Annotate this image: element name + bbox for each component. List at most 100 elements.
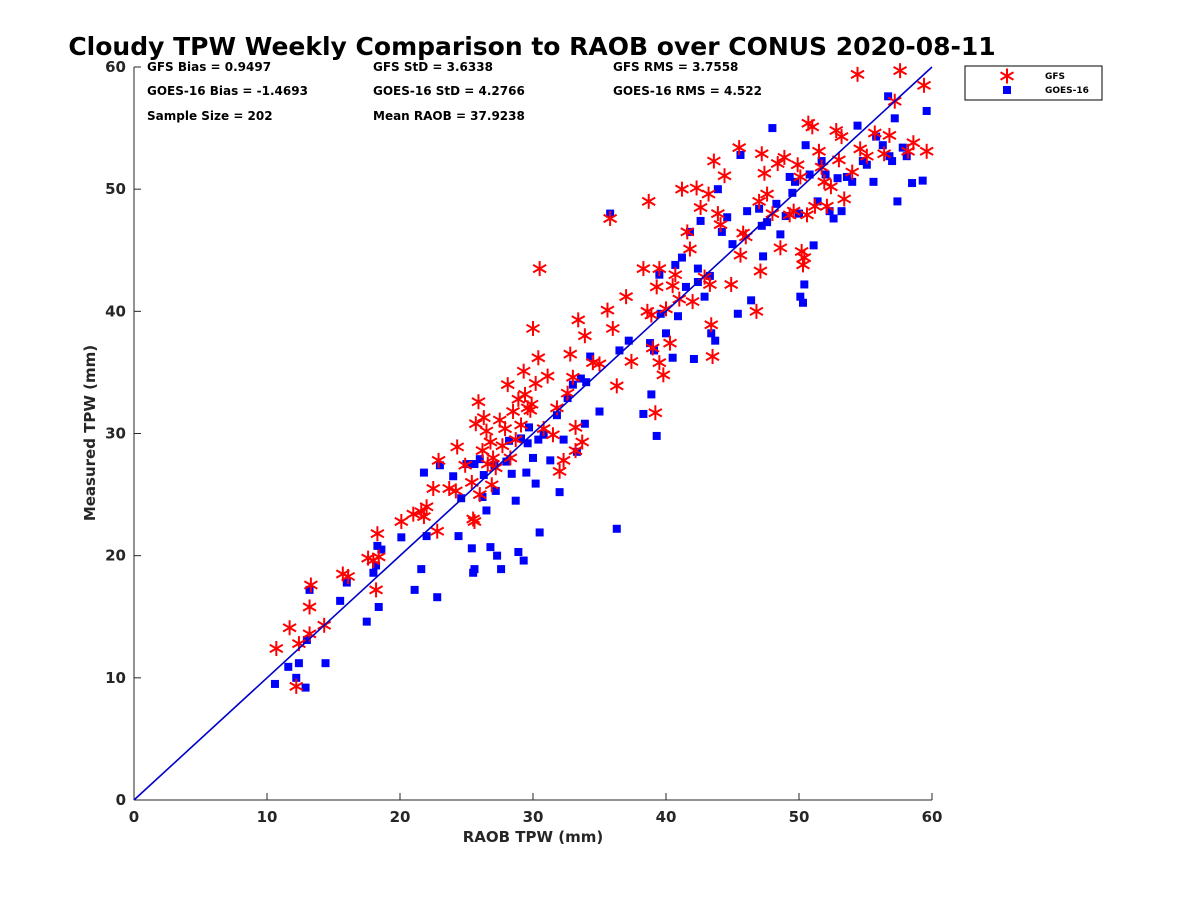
goes16-point (809, 241, 818, 250)
gfs-point (475, 443, 490, 459)
gfs-point (514, 417, 529, 433)
gfs-point (282, 620, 297, 636)
gfs-point (702, 276, 717, 292)
goes16-point (801, 141, 810, 150)
asterisk-stroke (416, 511, 431, 522)
gfs-point (524, 396, 539, 412)
asterisk-stroke (877, 149, 892, 159)
gfs-point (652, 261, 667, 277)
y-tick-label: 0 (116, 791, 126, 809)
goes16-point (813, 197, 822, 206)
goes16-point (576, 374, 585, 383)
asterisk-stroke (704, 320, 719, 330)
asterisk-stroke (600, 305, 615, 315)
asterisk-stroke (500, 380, 515, 390)
asterisk-stroke (682, 244, 697, 254)
y-axis-label: Measured TPW (mm) (81, 345, 99, 521)
gfs-point (575, 434, 590, 450)
gfs-point (442, 480, 457, 496)
gfs-point (568, 419, 583, 435)
asterisk-stroke (458, 460, 473, 470)
goes16-point (878, 141, 887, 150)
asterisk-stroke (528, 378, 543, 389)
asterisk-stroke (302, 602, 317, 612)
goes16-point (798, 298, 807, 307)
gfs-point (500, 377, 515, 393)
y-tick-label: 30 (105, 425, 126, 443)
gfs-point (685, 294, 700, 310)
gfs-point (526, 320, 540, 336)
goes16-point (862, 160, 871, 169)
axis-ticks: 0 10 20 30 40 50 60 0 10 20 30 40 50 60 (105, 58, 942, 826)
asterisk-stroke (717, 171, 732, 181)
asterisk-stroke (770, 158, 785, 169)
asterisk-stroke (619, 292, 634, 302)
gfs-point (710, 206, 725, 222)
gfs-point (416, 509, 431, 525)
asterisk-stroke (467, 516, 482, 527)
asterisk-stroke (689, 183, 704, 193)
gfs-point (701, 186, 716, 202)
gfs-point (786, 203, 801, 219)
goes16-point (825, 207, 834, 216)
goes16-point (918, 176, 927, 185)
asterisk-stroke (556, 455, 571, 465)
gfs-point (705, 349, 720, 365)
goes16-point (872, 132, 881, 141)
gfs-point (430, 523, 445, 539)
goes16-point (776, 230, 785, 239)
gfs-point (609, 378, 624, 394)
asterisk-stroke (652, 358, 667, 368)
asterisk-stroke (442, 483, 457, 494)
x-tick-label: 10 (257, 808, 278, 826)
gfs-point (516, 363, 531, 379)
asterisk-stroke (394, 516, 409, 527)
asterisk-stroke (753, 266, 768, 276)
gfs-point (648, 405, 663, 421)
gfs-point (917, 77, 932, 93)
asterisk-stroke (419, 502, 434, 512)
goes16-point (893, 197, 902, 206)
gfs-point (805, 119, 820, 135)
goes16-point (763, 218, 772, 227)
gfs-point (549, 400, 564, 416)
asterisk-stroke (893, 66, 908, 76)
legend-item-goes-16: GOES-16 (1003, 86, 1089, 96)
asterisk-stroke (795, 260, 810, 270)
goes16-point (519, 556, 528, 565)
gfs-point (472, 487, 487, 503)
legend: GFS GOES-16 (964, 65, 1103, 101)
asterisk-stroke (524, 399, 539, 409)
asterisk-stroke (705, 351, 720, 362)
gfs-point (545, 427, 560, 443)
gfs-point (753, 263, 768, 279)
goes16-point (454, 532, 463, 541)
gfs-point (619, 289, 634, 305)
asterisk-stroke (668, 270, 683, 280)
gfs-point (450, 439, 465, 455)
goes16-point (321, 659, 330, 668)
goes16-point (656, 309, 665, 318)
goes16-point (294, 659, 303, 668)
asterisk-stroke (790, 160, 805, 170)
gfs-point (877, 146, 892, 162)
asterisk-stroke (503, 453, 518, 463)
goes16-point (805, 170, 814, 179)
gfs-point (797, 250, 812, 266)
asterisk-stroke (369, 585, 384, 595)
goes16-point (486, 543, 495, 552)
goes16-point (662, 329, 670, 338)
asterisk-stroke (269, 643, 284, 654)
gfs-point (682, 241, 697, 257)
gfs-point (448, 483, 463, 499)
gfs-point (760, 186, 775, 202)
goes16-point (833, 174, 842, 183)
y-tick-label: 10 (105, 669, 126, 687)
gfs-point (749, 303, 764, 319)
asterisk-stroke (644, 310, 659, 320)
gfs-point (704, 317, 719, 333)
gfs-point (269, 641, 284, 657)
goes16-point (511, 496, 520, 505)
gfs-point (552, 463, 567, 479)
goes16-point (829, 214, 838, 223)
